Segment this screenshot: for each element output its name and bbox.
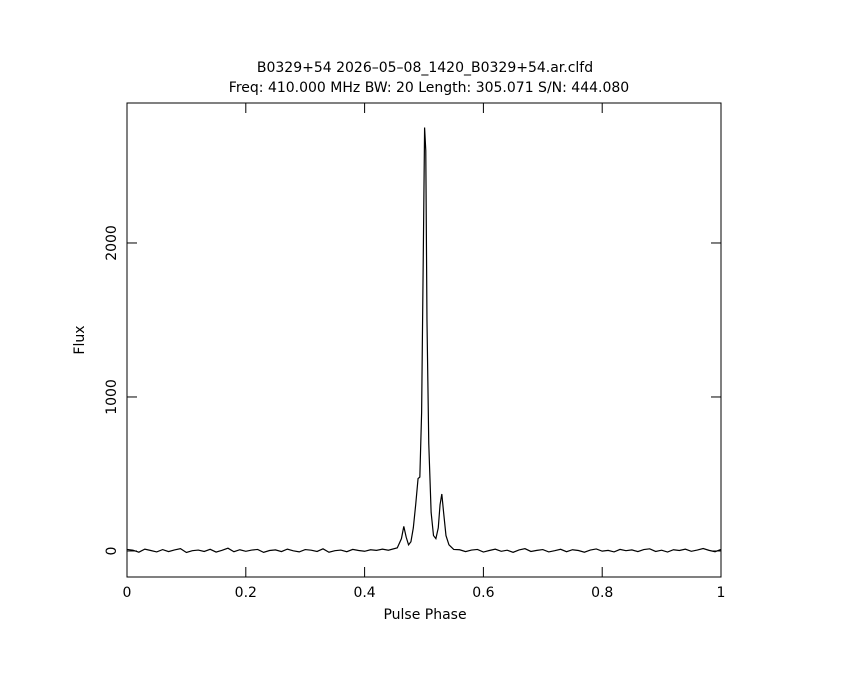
y-tick-label: 1000	[104, 379, 120, 415]
x-tick-label: 0.2	[235, 585, 257, 601]
x-tick-label: 0.4	[353, 585, 375, 601]
y-tick-label: 0	[104, 547, 120, 556]
profile-line	[126, 127, 722, 554]
chart-title: B0329+54 2026–05–08_1420_B0329+54.ar.clf…	[257, 60, 593, 76]
x-tick-label: 0.8	[591, 585, 613, 601]
y-axis-label: Flux	[72, 325, 88, 354]
plot-frame	[126, 102, 722, 578]
x-axis-label: Pulse Phase	[383, 607, 466, 623]
x-tick-label: 0.6	[472, 585, 494, 601]
x-tick-label: 0	[123, 585, 132, 601]
y-tick-label: 2000	[104, 225, 120, 261]
x-tick-label: 1	[717, 585, 726, 601]
chart-subtitle: Freq: 410.000 MHz BW: 20 Length: 305.071…	[229, 80, 629, 96]
